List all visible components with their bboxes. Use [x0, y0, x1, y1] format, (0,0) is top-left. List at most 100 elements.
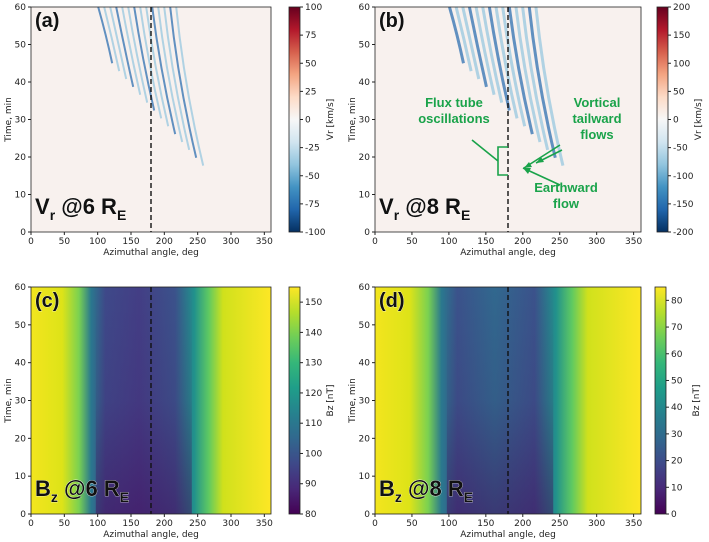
colorbar-tick-label: -100	[673, 172, 694, 182]
x-tick-label: 350	[256, 519, 273, 529]
callout-text: oscillations	[418, 111, 490, 126]
colorbar-tick-label: 150	[673, 31, 690, 41]
x-tick-label: 150	[122, 237, 139, 247]
colorbar-tick-label: 200	[673, 3, 690, 13]
x-axis-label: Azimuthal angle, deg	[460, 248, 556, 258]
annotation-part: r	[394, 207, 400, 223]
y-tick-label: 40	[15, 78, 27, 88]
annotation-part: V	[35, 194, 50, 219]
heatmap-streak	[514, 6, 542, 143]
annotation-part: @6 R	[58, 476, 120, 501]
y-tick-label: 30	[359, 116, 371, 126]
y-tick-label: 0	[20, 510, 26, 520]
x-tick-label: 100	[440, 519, 457, 529]
colorbar-tick-label: 100	[673, 59, 690, 69]
annotation-part: B	[379, 476, 395, 501]
y-tick-label: 20	[359, 434, 371, 444]
panel-label: (d)	[379, 290, 405, 312]
colorbar-tick-label: 0	[673, 116, 679, 126]
heatmap-streak	[145, 6, 170, 127]
y-tick-label: 0	[364, 510, 370, 520]
colorbar	[654, 286, 667, 515]
colorbar-tick-label: -100	[305, 228, 326, 238]
colorbar-tick-label: -50	[673, 144, 688, 154]
y-tick-label: 0	[364, 228, 370, 238]
heatmap-streak	[494, 6, 519, 119]
x-tick-label: 100	[89, 519, 106, 529]
heatmap-streak	[481, 6, 504, 103]
y-tick-label: 30	[15, 397, 27, 407]
colorbar-tick-label: 50	[671, 376, 683, 386]
colorbar-tick-label: -200	[673, 228, 694, 238]
panel-label: (a)	[35, 10, 59, 32]
colorbar	[288, 6, 301, 233]
colorbar-tick-label: 130	[305, 359, 322, 369]
y-tick-label: 60	[15, 3, 27, 13]
y-tick-label: 20	[15, 434, 27, 444]
x-tick-label: 350	[625, 519, 642, 529]
heatmap-streak	[507, 6, 534, 135]
y-tick-label: 60	[359, 3, 371, 13]
annotation-part: B	[35, 476, 51, 501]
heatmap-streak	[115, 6, 135, 88]
x-tick-label: 350	[625, 237, 642, 247]
y-tick-label: 40	[15, 359, 27, 369]
x-tick-label: 250	[551, 519, 568, 529]
heatmap-streak	[97, 6, 114, 64]
colorbar	[656, 6, 669, 233]
y-tick-label: 40	[359, 78, 371, 88]
colorbar-tick-label: 70	[671, 323, 683, 333]
heatmap-streak	[461, 6, 481, 80]
callout-text: tailward	[572, 111, 621, 126]
x-tick-label: 150	[122, 519, 139, 529]
annotation-part: r	[50, 207, 56, 223]
colorbar-tick-label: 90	[305, 480, 317, 490]
colorbar-label: Bz [nT]	[692, 385, 702, 417]
x-tick-label: 150	[477, 519, 494, 529]
x-tick-label: 250	[189, 237, 206, 247]
colorbar-tick-label: 100	[305, 3, 322, 13]
colorbar-tick-label: -150	[673, 200, 694, 210]
x-tick-label: 0	[372, 237, 378, 247]
colorbar-tick-label: 40	[671, 403, 683, 413]
colorbar-tick-label: 140	[305, 328, 322, 338]
x-tick-label: 200	[156, 237, 173, 247]
y-tick-label: 30	[359, 397, 371, 407]
x-axis-label: Azimuthal angle, deg	[103, 530, 199, 540]
colorbar-tick-label: 0	[671, 510, 677, 520]
panel-label: (b)	[379, 10, 405, 32]
y-tick-label: 40	[359, 359, 371, 369]
colorbar-label: Bz [nT]	[326, 385, 336, 417]
y-tick-label: 10	[15, 472, 27, 482]
colorbar-tick-label: -50	[305, 172, 320, 182]
x-axis-label: Azimuthal angle, deg	[460, 530, 556, 540]
annotation-part: E	[120, 489, 129, 505]
colorbar-tick-label: 50	[305, 59, 317, 69]
heatmap-streak	[169, 6, 198, 158]
colorbar-tick-label: 80	[305, 510, 317, 520]
y-tick-label: 10	[359, 472, 371, 482]
x-axis-label: Azimuthal angle, deg	[103, 248, 199, 258]
colorbar-tick-label: 30	[671, 430, 683, 440]
annotation-part: @6 R	[55, 194, 117, 219]
x-tick-label: 300	[222, 519, 239, 529]
x-tick-label: 300	[588, 519, 605, 529]
callout-text: Vortical	[574, 95, 621, 110]
panel-annotation: Vr @6 RE	[35, 194, 126, 223]
heatmap-shade	[95, 287, 192, 514]
x-tick-label: 100	[89, 237, 106, 247]
callout-arrow-head	[524, 157, 544, 168]
y-tick-label: 20	[359, 153, 371, 163]
y-tick-label: 60	[359, 283, 371, 293]
x-tick-label: 200	[156, 519, 173, 529]
annotation-part: E	[461, 207, 470, 223]
panel-label: (c)	[35, 290, 59, 312]
colorbar-tick-label: 100	[305, 449, 322, 459]
x-tick-label: 50	[59, 519, 71, 529]
annotation-part: @8 R	[402, 476, 464, 501]
callout-text: flow	[553, 196, 580, 211]
heatmap-streak	[175, 6, 205, 166]
x-tick-label: 250	[551, 237, 568, 247]
x-tick-label: 200	[514, 237, 531, 247]
